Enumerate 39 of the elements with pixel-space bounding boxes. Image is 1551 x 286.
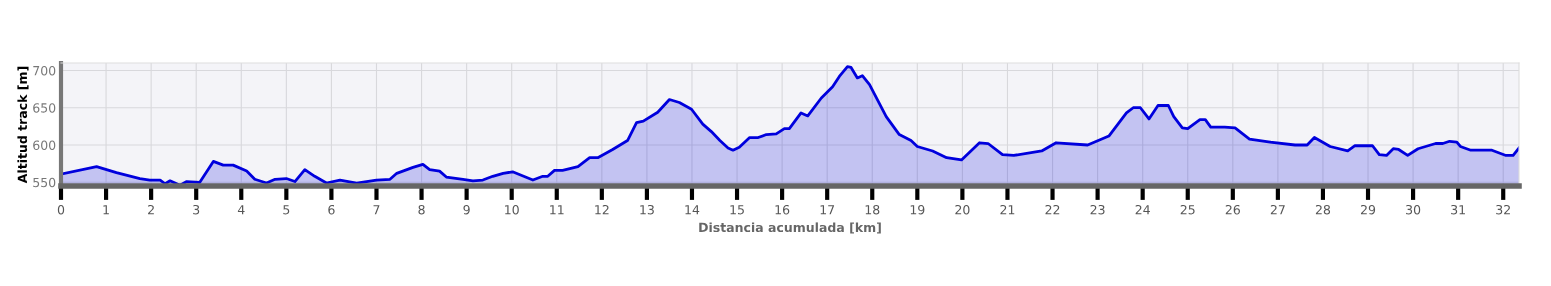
x-tick-label: 18 (865, 204, 880, 215)
x-tick-label: 30 (1406, 204, 1421, 215)
x-tick-label: 17 (820, 205, 835, 215)
y-tick-label: 550 (33, 177, 56, 188)
x-tick-label: 16 (775, 204, 790, 215)
y-tick-label: 650 (33, 103, 56, 113)
x-tick-label: 4 (237, 205, 245, 215)
x-tick-label: 8 (418, 204, 425, 215)
x-tick-label: 3 (193, 204, 200, 215)
x-tick-label: 31 (1451, 204, 1465, 215)
x-tick-label: 20 (955, 204, 970, 215)
x-tick-label: 12 (595, 204, 609, 215)
x-tick-label: 29 (1360, 204, 1376, 215)
x-tick-label: 19 (910, 204, 925, 215)
x-tick-label: 14 (685, 205, 700, 215)
x-tick-label: 21 (1000, 204, 1015, 215)
x-tick-label: 32 (1496, 204, 1510, 215)
x-tick-label: 9 (463, 204, 470, 215)
x-tick-label: 7 (373, 205, 380, 215)
x-tick-label: 26 (1225, 204, 1240, 215)
x-tick-label: 10 (505, 204, 519, 215)
x-tick-label: 15 (730, 205, 744, 215)
x-tick-label: 25 (1180, 204, 1195, 215)
y-tick-label: 600 (33, 140, 56, 150)
y-tick-label: 700 (33, 65, 56, 76)
x-tick-label: 6 (328, 204, 335, 215)
x-tick-label: 22 (1045, 204, 1060, 215)
x-tick-label: 0 (57, 204, 65, 215)
x-tick-label: 24 (1135, 204, 1150, 215)
x-tick-label: 2 (148, 204, 154, 215)
x-tick-label: 13 (640, 204, 654, 215)
x-tick-label: 1 (103, 205, 109, 215)
y-axis-title: Altitud track [m] (17, 66, 29, 184)
x-tick-label: 5 (283, 205, 290, 215)
x-axis-title: Distancia acumulada [km] (699, 222, 881, 234)
x-tick-label: 28 (1315, 204, 1331, 215)
x-tick-label: 11 (550, 205, 564, 215)
x-tick-label: 23 (1090, 204, 1105, 215)
x-tick-label: 27 (1270, 204, 1285, 215)
